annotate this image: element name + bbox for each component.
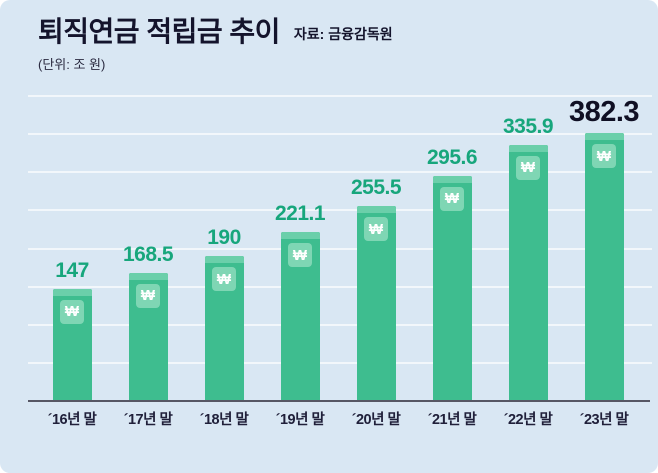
bar-column: 147 ₩ [34,96,110,401]
bar-value-label: 295.6 [426,145,478,169]
x-axis-label: ´20년 말 [351,412,401,428]
won-icon: ₩ [440,186,464,211]
gridline [28,361,652,364]
bar-value-label: 335.9 [502,114,554,138]
x-axis-line [28,400,650,402]
bar: ₩ [204,256,244,401]
won-icon: ₩ [60,299,84,324]
bar-value-label: 221.1 [274,202,326,226]
gridline [28,133,652,136]
bar-column: 221.1 ₩ [262,96,338,401]
gridline [28,247,652,250]
gridline [28,171,652,174]
won-icon: ₩ [212,267,236,292]
bar-cap [280,232,320,240]
unit-label: (단위: 조 원) [38,57,106,73]
chart-title: 퇴직연금 적립금 추이 [38,16,280,47]
won-icon: ₩ [516,155,540,180]
bar-cap [356,206,396,214]
source-label: 자료: 금융감독원 [293,26,393,43]
bar-value-label: 168.5 [122,242,174,266]
bar-cap [204,256,244,264]
gridline [28,285,652,288]
bar-column: 190 ₩ [186,96,262,401]
plot-area: 147 ₩168.5 ₩190 ₩221.1 ₩255.5 ₩295.6 ₩335.9 ₩38… [28,95,652,401]
bar-cap [128,272,168,280]
bar: ₩ [584,133,624,401]
bar-value-label: 255.5 [350,176,402,200]
bar: ₩ [128,272,168,401]
gridline [28,209,652,212]
x-axis-labels: ´16년 말 ´17년 말 ´18년 말 ´19년 말 ´20년 말 ´21년 말 ´22년… [34,408,642,429]
chart-header: 퇴직연금 적립금 추이 자료: 금융감독원 (단위: 조 원) [38,16,638,73]
bars-row: 147 ₩168.5 ₩190 ₩221.1 ₩255.5 ₩295.6 ₩335.9 ₩38… [34,96,642,401]
x-axis-label: ´16년 말 [47,412,97,428]
bar: ₩ [52,288,92,401]
bar-value-label: 382.3 [568,96,640,128]
x-axis-label: ´22년 말 [503,412,553,428]
bar-column: 382.3 ₩ [566,96,642,401]
bar-column: 255.5 ₩ [338,96,414,401]
bar-cap [584,133,624,140]
bar: ₩ [280,232,320,401]
x-axis-label: ´17년 말 [123,412,173,428]
gridline [28,323,652,326]
won-icon: ₩ [364,217,388,242]
bar-column: 295.6 ₩ [414,96,490,401]
bar: ₩ [432,175,472,401]
bar-value-label: 147 [55,258,89,282]
bar-column: 335.9 ₩ [490,96,566,401]
x-axis-label: ´18년 말 [199,412,249,428]
won-icon: ₩ [592,144,616,168]
x-axis-label: ´19년 말 [275,412,325,428]
x-axis-label: ´23년 말 [579,412,629,428]
bar: ₩ [508,144,548,401]
bar-cap [508,144,548,152]
won-icon: ₩ [288,243,312,268]
bar-column: 168.5 ₩ [110,96,186,401]
bar-cap [52,288,92,296]
bar-cap [432,175,472,183]
gridline [28,95,652,97]
bar-value-label: 190 [207,226,241,250]
won-icon: ₩ [136,283,160,308]
x-axis-label: ´21년 말 [427,412,477,428]
bar: ₩ [356,206,396,401]
